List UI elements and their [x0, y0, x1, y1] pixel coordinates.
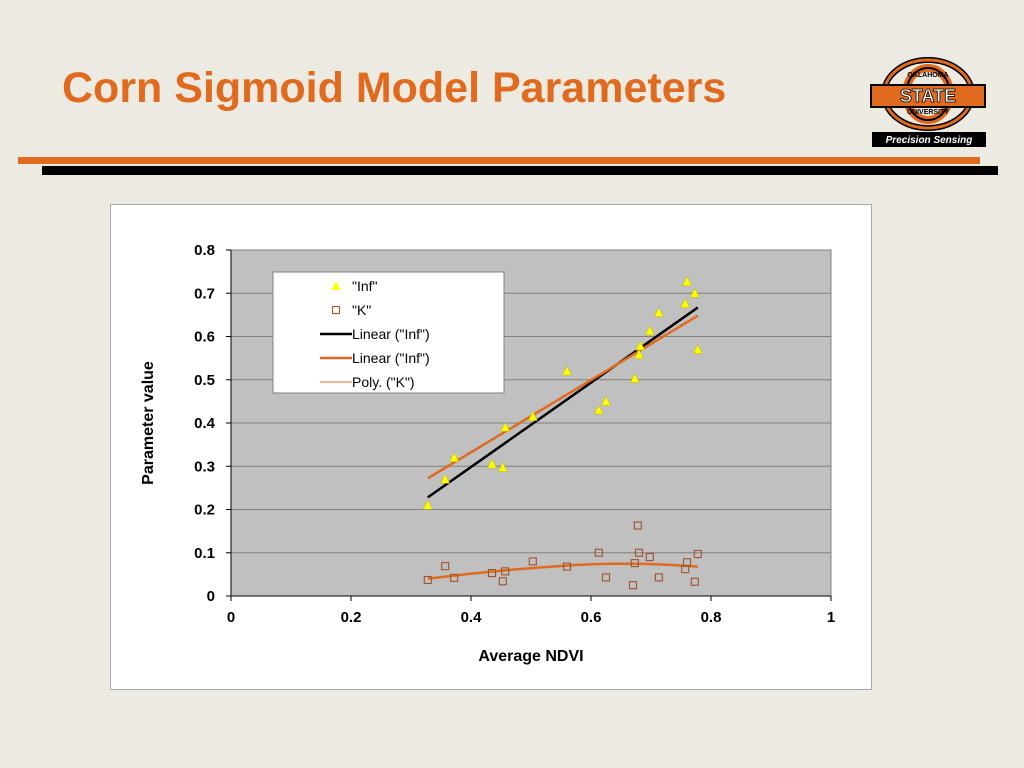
y-axis-label: Parameter value: [140, 361, 157, 485]
k-point: [630, 559, 639, 568]
x-tick-label: 0.6: [581, 609, 602, 626]
k-point: [645, 553, 654, 562]
k-point: [690, 577, 699, 586]
x-axis-ticks: 0 0.2 0.4 0.6 0.8 1: [227, 595, 835, 626]
x-tick-label: 0: [227, 609, 235, 626]
inf-point: [635, 340, 646, 351]
k-point: [498, 577, 507, 586]
y-tick-label: 0.5: [194, 372, 215, 389]
inf-point: [629, 372, 640, 383]
osu-logo-graphic: STATE OKLAHOMA UNIVERSITY Precision Sens…: [870, 57, 986, 147]
y-tick-label: 0.7: [194, 285, 215, 302]
x-axis-label: Average NDVI: [478, 648, 583, 665]
legend-swatch-triangle: [331, 281, 341, 290]
k-point: [528, 557, 537, 566]
k-point: [682, 558, 692, 567]
y-tick-label: 0.2: [194, 502, 215, 519]
title-rule-orange: [18, 157, 980, 164]
k-point: [450, 573, 459, 582]
inf-point: [422, 499, 433, 510]
x-tick-label: 1: [827, 609, 835, 626]
logo-main-text: STATE: [900, 86, 956, 106]
inf-point: [527, 410, 538, 421]
legend-box: [272, 271, 505, 394]
inf-point: [644, 325, 655, 336]
inf-point: [601, 395, 611, 406]
legend: "Inf" "K" Linear ("Inf") Linear ("Inf") Poly…: [272, 271, 505, 394]
slide-title: Corn Sigmoid Model Parameters: [62, 64, 727, 112]
x-tick-label: 0.4: [461, 609, 483, 626]
y-tick-label: 0: [207, 588, 215, 605]
trendline: [427, 306, 699, 499]
legend-label: Linear ("Inf"): [352, 326, 430, 342]
logo-sub-text: UNIVERSITY: [907, 109, 949, 116]
k-point: [441, 562, 450, 571]
trendline: [427, 314, 699, 480]
inf-point: [680, 298, 691, 308]
inf-point: [653, 307, 664, 317]
inf-point: [562, 365, 572, 376]
y-axis-ticks: 0 0.1 0.2 0.3 0.4 0.5 0.6 0.7 0.8: [194, 242, 232, 605]
k-point: [634, 548, 644, 557]
k-point: [487, 569, 497, 578]
inf-point: [593, 404, 604, 415]
inf-point: [497, 461, 508, 472]
y-tick-label: 0.1: [194, 545, 215, 562]
inf-point: [500, 421, 511, 432]
k-point: [562, 562, 572, 571]
inf-point: [440, 473, 451, 484]
legend-swatch-square: [331, 305, 341, 315]
data-points: [422, 276, 703, 590]
legend-label: Linear ("Inf"): [352, 350, 430, 366]
inf-point: [692, 343, 703, 354]
trendlines: [427, 306, 699, 580]
logo-badge-text: Precision Sensing: [886, 135, 973, 146]
k-point: [423, 575, 432, 585]
logo-arc-text: OKLAHOMA: [907, 72, 948, 79]
legend-label: "Inf": [352, 278, 378, 294]
y-tick-label: 0.6: [194, 329, 215, 346]
k-point: [601, 573, 611, 582]
k-point: [594, 548, 603, 557]
x-tick-label: 0.8: [701, 609, 722, 626]
scatter-chart: 0 0.1 0.2 0.3 0.4 0.5 0.6 0.7 0.8 0 0.2 0.4 0.6 0.8 1…: [140, 242, 835, 665]
legend-label: "K": [352, 302, 371, 318]
inf-point: [487, 458, 497, 469]
chart-frame: 0 0.1 0.2 0.3 0.4 0.5 0.6 0.7 0.8 0 0.2 0.4 0.6 0.8 1…: [110, 204, 872, 690]
y-tick-label: 0.4: [194, 415, 216, 432]
inf-point: [449, 452, 460, 462]
k-point: [654, 573, 663, 582]
trendline: [427, 562, 698, 580]
inf-point: [634, 349, 644, 359]
k-point: [501, 567, 510, 576]
k-point: [633, 521, 642, 530]
osu-logo: STATE OKLAHOMA UNIVERSITY Precision Sens…: [866, 56, 990, 150]
inf-point: [682, 276, 692, 286]
k-point: [628, 581, 638, 590]
inf-point: [689, 287, 700, 298]
y-tick-label: 0.8: [194, 242, 215, 259]
legend-label: Poly. ("K"): [352, 374, 415, 390]
x-tick-label: 0.2: [341, 609, 362, 626]
k-point: [693, 549, 702, 559]
y-tick-label: 0.3: [194, 458, 215, 475]
title-rule-black: [42, 166, 998, 175]
